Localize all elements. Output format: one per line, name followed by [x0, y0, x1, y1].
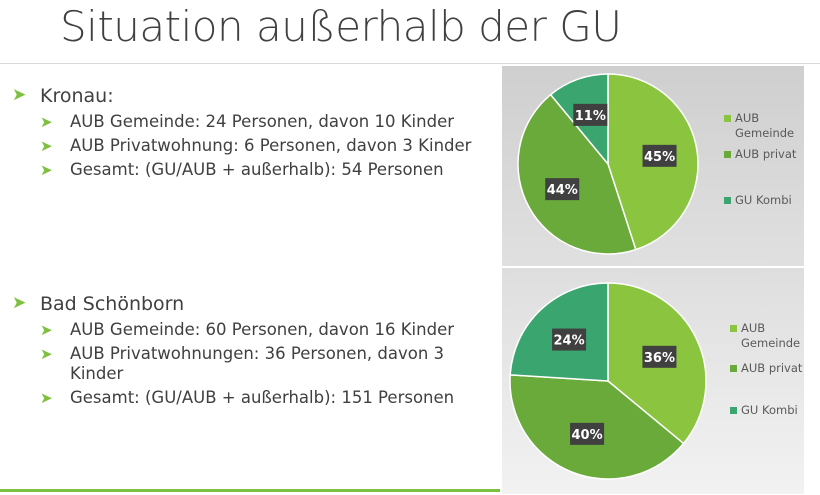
section-kronau: ➤ Kronau: ➤ AUB Gemeinde: 24 Personen, d…	[12, 84, 490, 180]
legend-entry: AUB privat	[735, 147, 797, 161]
arrow-bullet-icon: ➤	[40, 161, 53, 179]
data-label-text: 11%	[575, 109, 606, 124]
section-heading: ➤ Kronau:	[12, 85, 114, 107]
data-label-text: 44%	[547, 183, 578, 198]
arrow-bullet-icon: ➤	[40, 345, 53, 363]
list-item: ➤ Gesamt: (GU/AUB + außerhalb): 54 Perso…	[40, 160, 444, 179]
list-item: ➤ AUB Privatwohnung: 6 Personen, davon 3…	[40, 136, 472, 155]
legend-swatch	[724, 197, 731, 204]
section-bad-schoenborn: ➤ Bad Schönborn ➤ AUB Gemeinde: 60 Perso…	[12, 292, 490, 408]
data-label-text: 36%	[644, 351, 675, 366]
arrow-bullet-icon: ➤	[40, 113, 53, 131]
legend-entry: AUB	[735, 111, 759, 125]
list-item: ➤ AUB Gemeinde: 24 Personen, davon 10 Ki…	[40, 112, 455, 131]
section-heading: ➤ Bad Schönborn	[12, 293, 185, 315]
legend-swatch	[730, 407, 737, 414]
data-label: 44%	[545, 178, 580, 201]
legend-entry: Gemeinde	[735, 126, 794, 140]
legend-entry: Gemeinde	[741, 336, 800, 350]
data-label: 40%	[570, 422, 605, 445]
legend-entry: AUB privat	[741, 361, 803, 375]
arrow-bullet-icon: ➤	[40, 389, 53, 407]
data-label-text: 40%	[572, 428, 603, 443]
arrow-bullet-icon: ➤	[12, 85, 27, 105]
arrow-bullet-icon: ➤	[12, 293, 27, 313]
data-label: 45%	[642, 144, 677, 167]
list-item: ➤ AUB Gemeinde: 60 Personen, davon 16 Ki…	[40, 320, 455, 339]
page-title: Situation außerhalb der GU	[60, 2, 622, 51]
data-label-text: 24%	[554, 334, 585, 349]
pie-slice-aub-privat	[517, 93, 637, 255]
legend-entry: AUB	[741, 321, 765, 335]
data-label: 11%	[573, 103, 608, 126]
legend-swatch	[730, 365, 737, 372]
arrow-bullet-icon: ➤	[40, 137, 53, 155]
legend-swatch	[730, 325, 737, 332]
data-label-text: 45%	[644, 150, 675, 165]
data-label: 36%	[642, 345, 677, 368]
pie-chart-kronau: 45% 44% 11% AUB Gemeinde AUB privat GU Kombi	[502, 66, 804, 266]
list-item: ➤ Gesamt: (GU/AUB + außerhalb): 151 Pers…	[40, 388, 455, 407]
list-item: ➤ AUB Privatwohnungen: 36 Personen, davo…	[40, 344, 445, 383]
bottom-accent-line	[0, 489, 500, 492]
pie-chart-bad-schoenborn: 36% 40% 24% AUB Gemeinde AUB privat GU Kombi	[502, 268, 804, 494]
arrow-bullet-icon: ➤	[40, 321, 53, 339]
legend-entry: GU Kombi	[741, 403, 798, 417]
title-divider	[0, 63, 820, 64]
data-label: 24%	[552, 328, 587, 351]
legend-swatch	[724, 151, 731, 158]
legend-entry: GU Kombi	[735, 193, 792, 207]
legend-swatch	[724, 115, 731, 122]
